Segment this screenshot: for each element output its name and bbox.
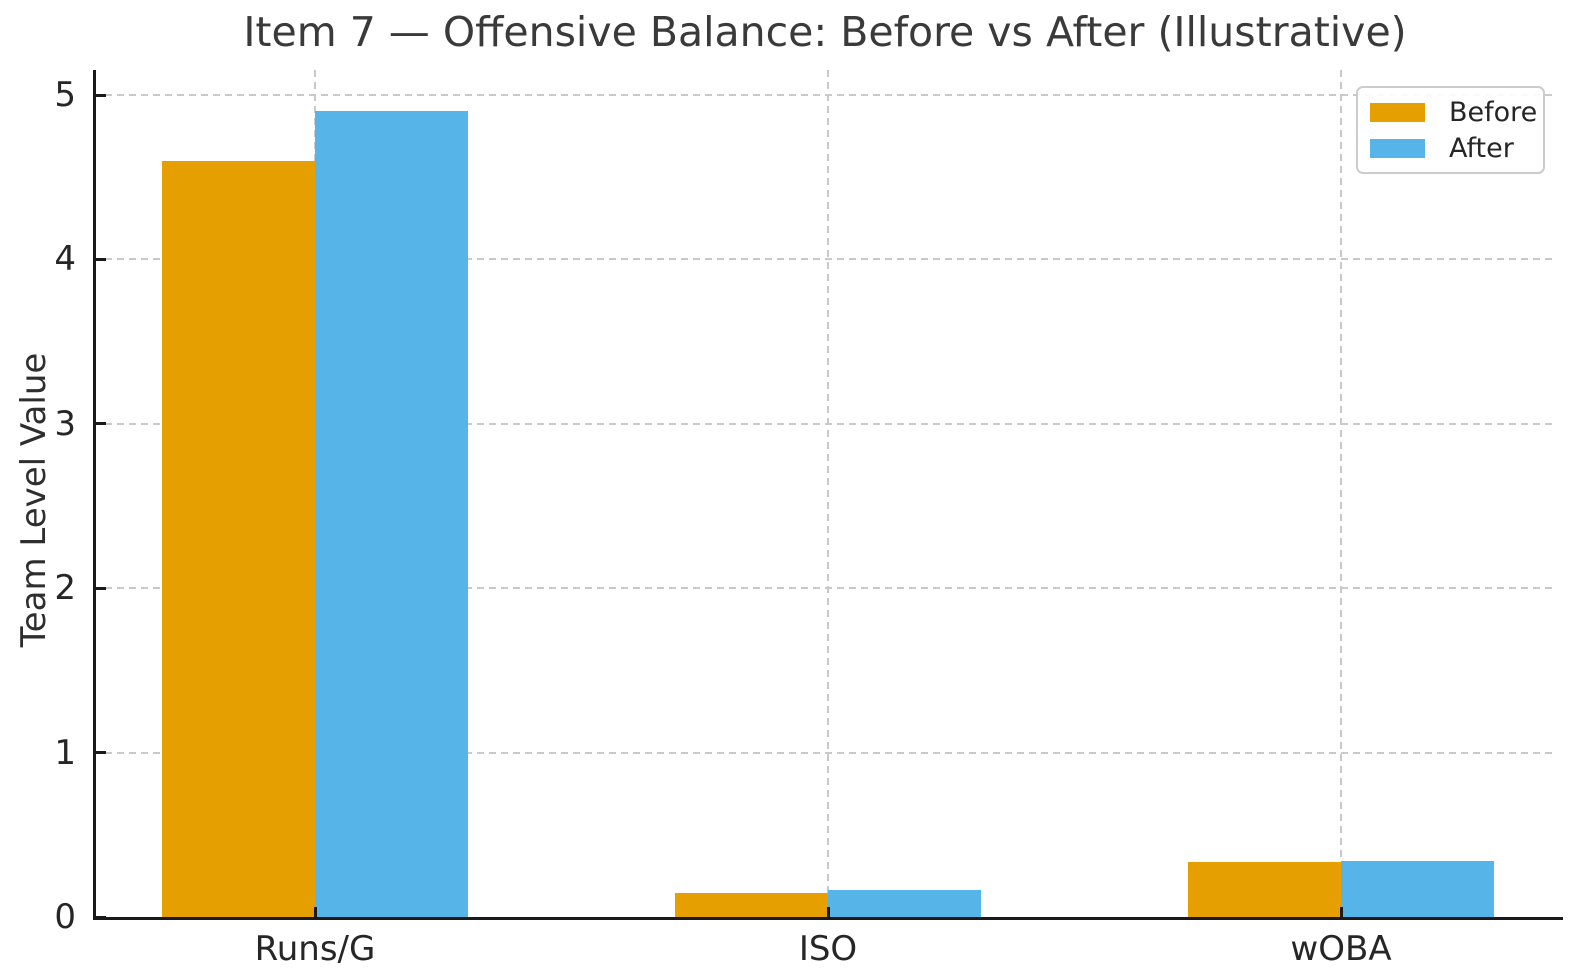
bar-before-runs-g (162, 160, 315, 917)
y-tick-0 (96, 915, 106, 919)
gridline-y-5 (93, 94, 1557, 96)
bar-before-woba (1188, 861, 1341, 917)
x-tick-label-woba: wOBA (1290, 929, 1392, 969)
y-tick-label-1: 1 (54, 732, 76, 773)
x-axis-spine (93, 917, 1563, 920)
y-axis-spine (93, 70, 96, 920)
x-tick-runs-g (313, 907, 317, 917)
x-tick-label-iso: ISO (798, 929, 858, 969)
legend-swatch-after (1370, 138, 1425, 158)
y-tick-label-0: 0 (54, 897, 76, 937)
gridline-y-3 (93, 422, 1557, 425)
gridline-x-woba (1340, 70, 1342, 917)
gridline-y-2 (93, 587, 1557, 590)
x-tick-iso (826, 907, 830, 917)
bar-after-woba (1341, 861, 1494, 917)
bar-before-iso (675, 893, 828, 917)
legend: Before After (1356, 86, 1545, 174)
y-tick-label-3: 3 (54, 403, 76, 444)
y-tick-5 (96, 93, 106, 97)
bar-after-runs-g (315, 111, 468, 917)
legend-label-after: After (1449, 132, 1514, 164)
y-tick-2 (96, 586, 106, 590)
gridline-y-1 (93, 751, 1557, 754)
x-tick-woba (1339, 907, 1343, 917)
legend-item-before: Before (1370, 99, 1537, 126)
y-tick-label-4: 4 (54, 239, 76, 280)
y-tick-4 (96, 257, 106, 261)
legend-label-before: Before (1449, 96, 1538, 128)
legend-swatch-before (1370, 102, 1425, 122)
gridline-y-4 (93, 258, 1557, 261)
y-tick-label-2: 2 (54, 568, 76, 609)
bar-after-iso (828, 889, 981, 917)
chart-title: Item 7 — Offensive Balance: Before vs Af… (243, 8, 1407, 56)
x-tick-label-runs-g: Runs/G (254, 929, 376, 969)
y-tick-label-5: 5 (54, 75, 76, 115)
legend-item-after: After (1370, 135, 1533, 162)
y-tick-1 (96, 751, 106, 755)
gridline-x-iso (827, 70, 829, 917)
y-tick-3 (96, 422, 106, 426)
